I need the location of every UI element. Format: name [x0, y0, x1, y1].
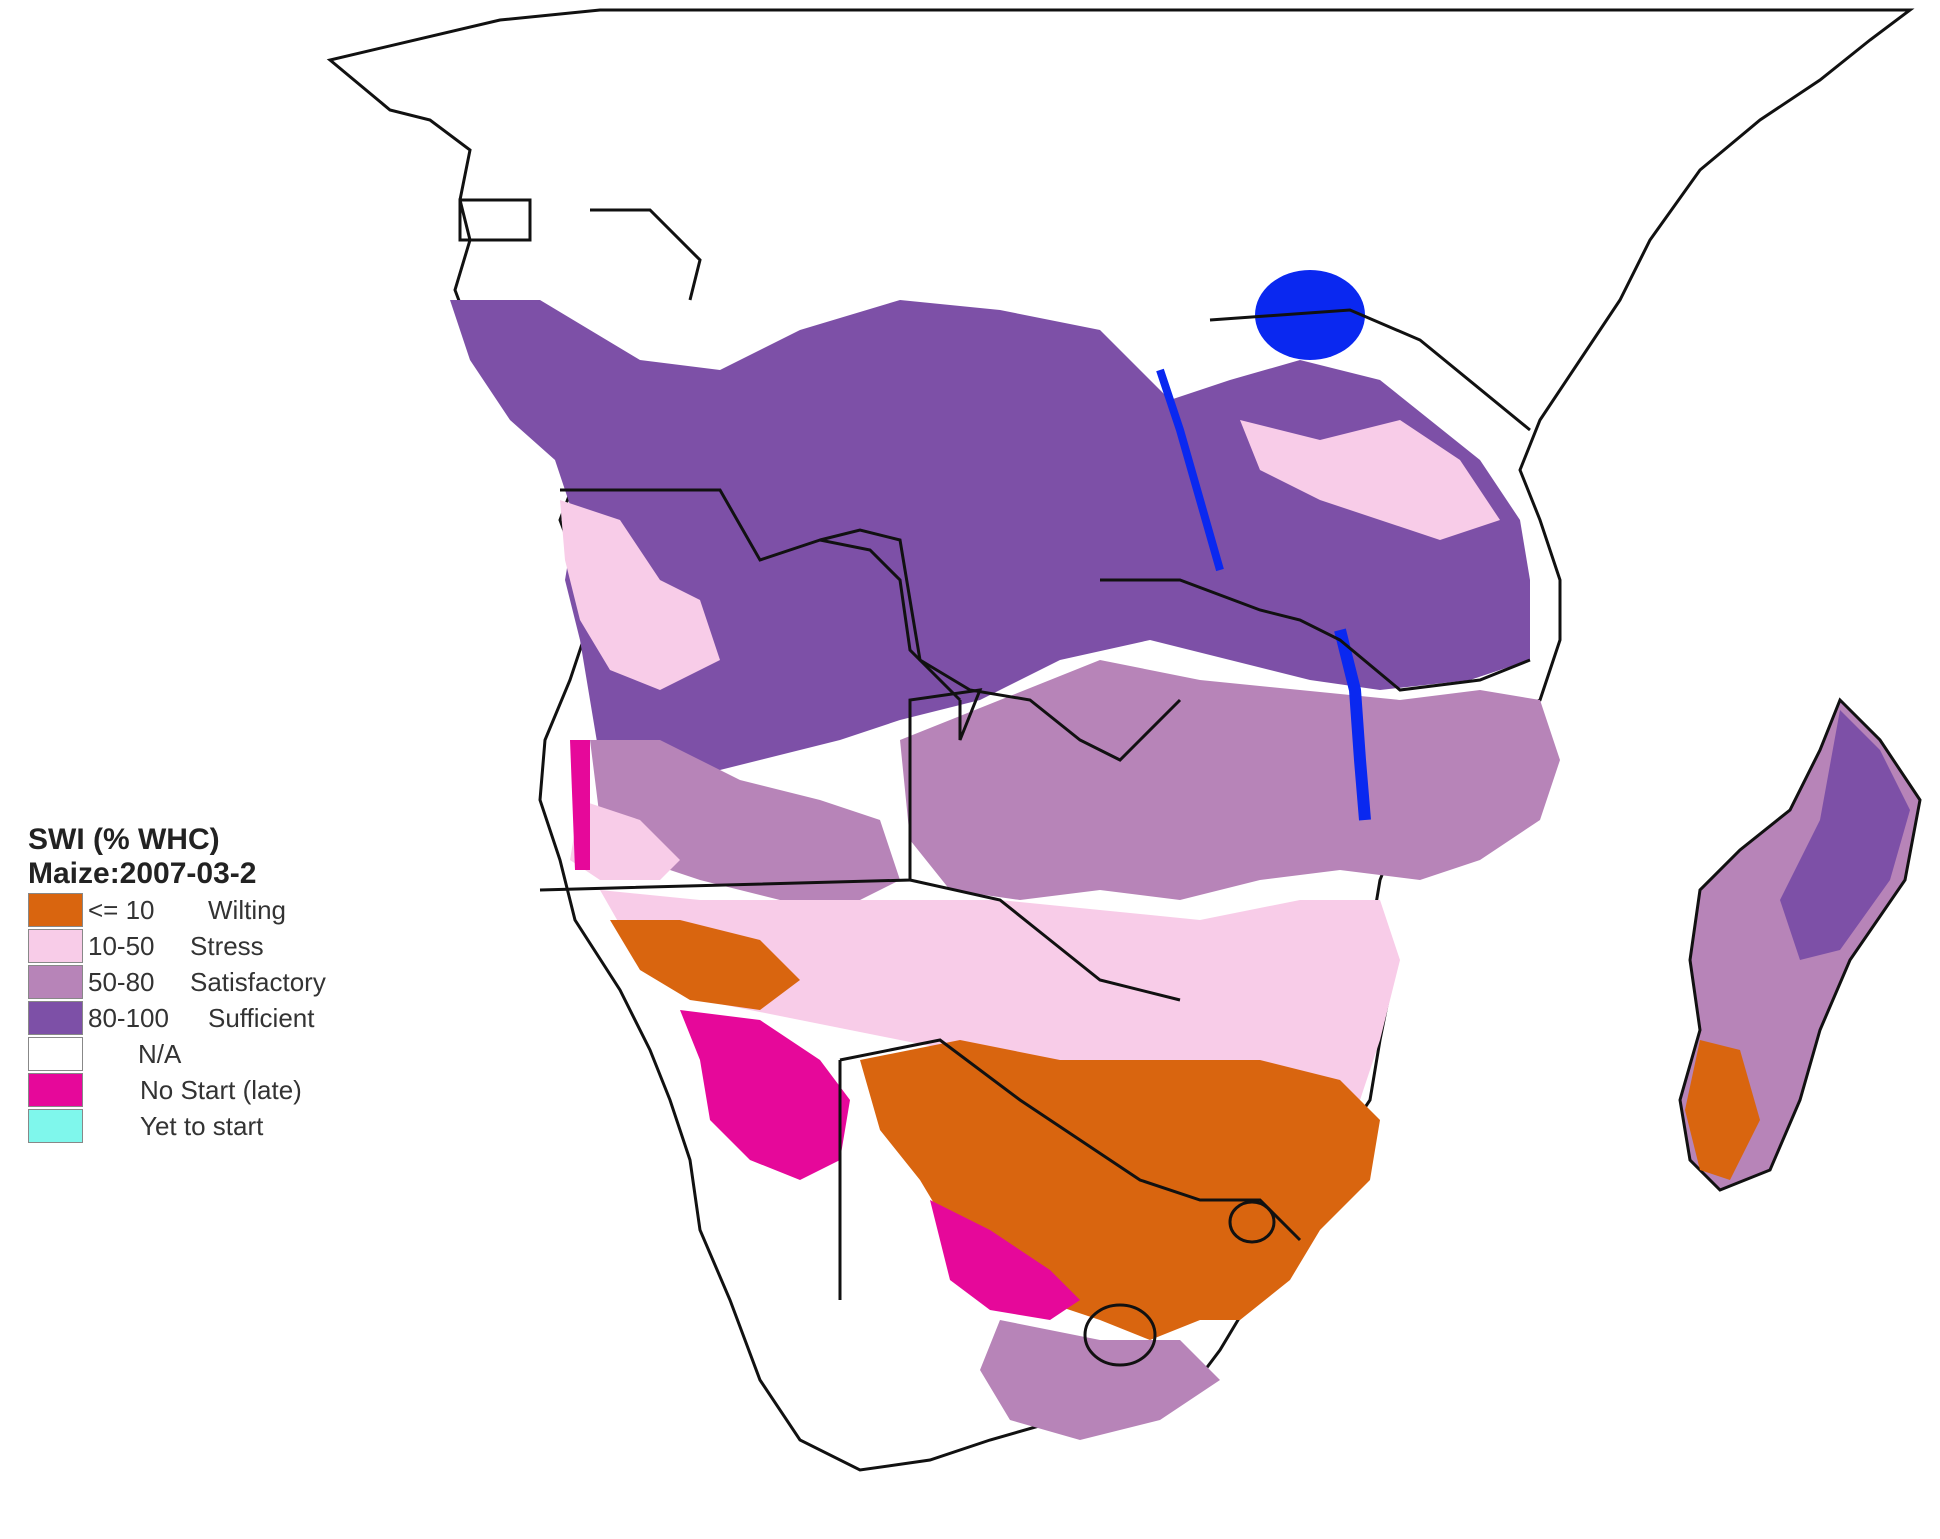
legend-label: No Start (late) — [140, 1075, 302, 1105]
madagascar-sufficient — [1780, 710, 1910, 960]
zone-no-start-south — [930, 1200, 1080, 1320]
legend-item-yet-to-start: Yet to start — [28, 1107, 408, 1143]
zone-no-start-coast — [570, 740, 590, 870]
legend-swatch-no-start — [28, 1073, 83, 1107]
legend-swatch-na — [28, 1037, 83, 1071]
country-borders — [458, 198, 1531, 1367]
legend-item-sufficient: 80-100 Sufficient — [28, 999, 408, 1035]
legend-swatch-sufficient — [28, 1001, 83, 1035]
legend-item-stress: 10-50 Stress — [28, 927, 408, 963]
legend-label: N/A — [138, 1039, 182, 1069]
zone-stress-angola — [560, 500, 720, 690]
legend-range: 50-80 — [88, 967, 155, 997]
legend-label: Yet to start — [140, 1111, 264, 1141]
legend-label: Wilting — [208, 895, 287, 925]
legend-range: 10-50 — [88, 931, 155, 961]
legend-title: SWI (% WHC) — [28, 823, 220, 856]
legend-range: <= 10 — [88, 895, 155, 925]
map-legend: SWI (% WHC) Maize:2007-03-2 <= 10 Wiltin… — [28, 823, 408, 1143]
legend-label: Satisfactory — [190, 967, 326, 997]
legend-label: Sufficient — [208, 1003, 315, 1033]
lake-victoria — [1255, 270, 1365, 360]
zone-satisfactory-south — [980, 1320, 1220, 1440]
legend-range: 80-100 — [88, 1003, 169, 1033]
legend-swatch-wilting — [28, 893, 83, 927]
lake-tanganyika — [1156, 368, 1224, 572]
legend-subtitle: Maize:2007-03-2 — [28, 857, 257, 890]
zone-no-start — [680, 1010, 850, 1180]
lake-malawi — [1334, 628, 1371, 821]
zone-wilting-namibia — [610, 920, 800, 1010]
zone-stress-tanzania — [1240, 420, 1500, 540]
legend-swatch-satisfactory — [28, 965, 83, 999]
legend-item-wilting: <= 10 Wilting — [28, 891, 408, 927]
zone-stress-west — [570, 800, 680, 880]
legend-swatch-stress — [28, 929, 83, 963]
legend-item-na: N/A — [28, 1035, 408, 1071]
legend-label: Stress — [190, 931, 264, 961]
legend-item-no-start: No Start (late) — [28, 1071, 408, 1107]
legend-item-satisfactory: 50-80 Satisfactory — [28, 963, 408, 999]
zone-satisfactory-east — [900, 660, 1560, 900]
legend-swatch-yet-to-start — [28, 1109, 83, 1143]
madagascar-wilting — [1685, 1040, 1760, 1180]
